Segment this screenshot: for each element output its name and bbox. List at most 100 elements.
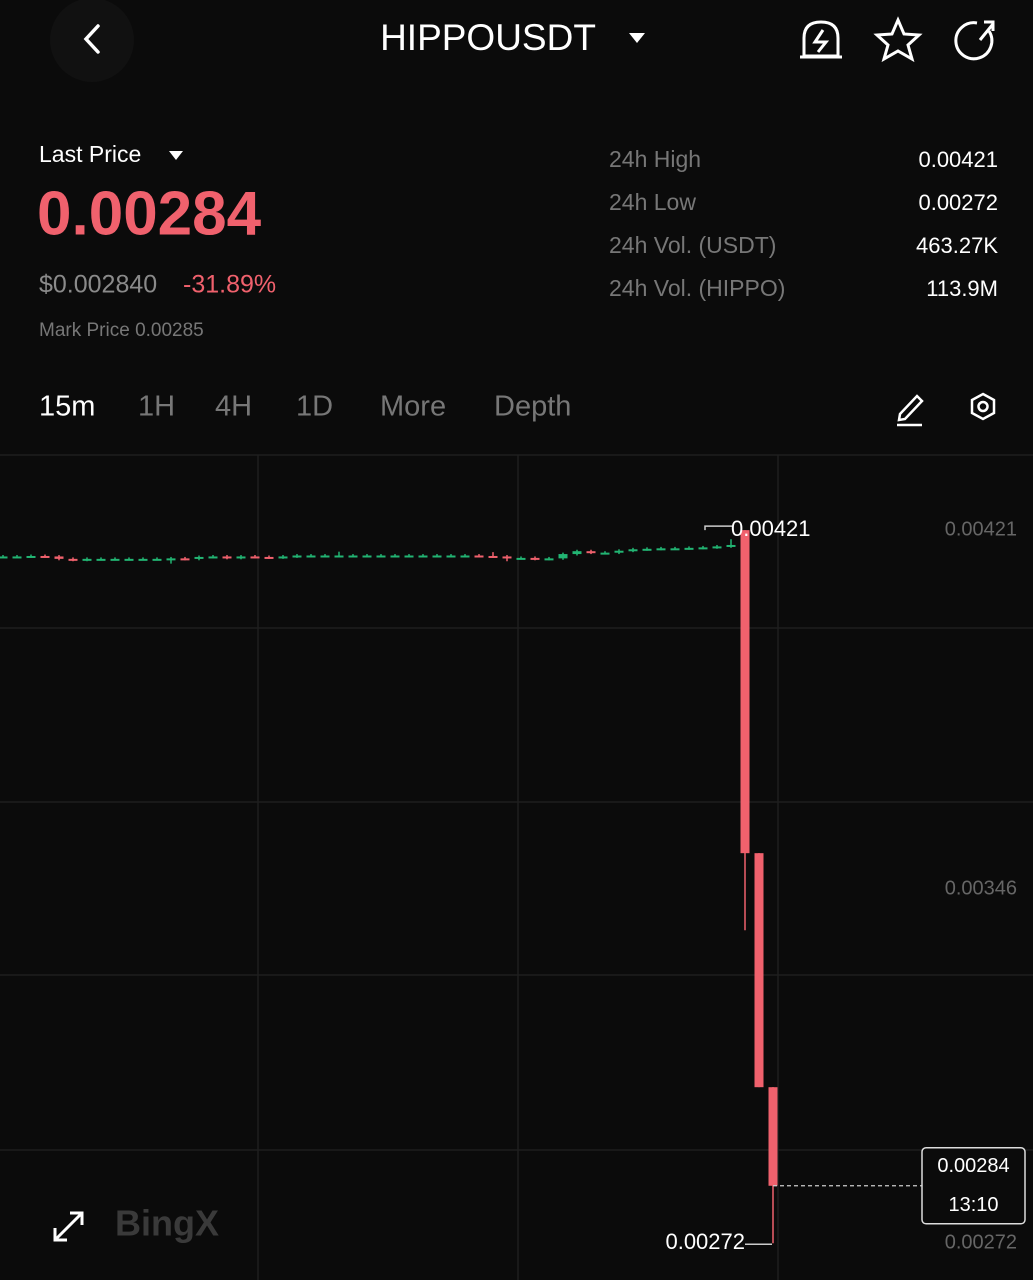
candle-body	[712, 546, 722, 549]
candle-body	[544, 558, 554, 561]
chart-grid	[0, 454, 1033, 1280]
candle-body	[404, 555, 414, 558]
candle-body	[82, 558, 92, 561]
candle-body	[138, 558, 148, 561]
candle-body	[180, 558, 190, 561]
interval-tab[interactable]: Depth	[494, 391, 571, 423]
last-price-label[interactable]: Last Price	[39, 141, 141, 167]
interval-tab[interactable]: 4H	[215, 391, 252, 423]
candle-body	[278, 556, 288, 559]
last-price-box	[921, 1147, 1026, 1225]
y-tick-label: 0.00421	[945, 518, 1017, 540]
price-change: -31.89%	[183, 271, 276, 299]
candle-body	[26, 555, 36, 558]
draw-icon[interactable]	[897, 394, 924, 427]
alert-icon[interactable]	[800, 20, 842, 59]
high-marker	[704, 525, 732, 531]
candle-body	[264, 556, 274, 559]
stat-label: 24h Low	[609, 189, 696, 215]
candlestick-chart: 0.00421 0.00346 0.00272 0.00421 0.00272 0.002…	[0, 516, 1026, 1254]
candle-body	[754, 853, 764, 1088]
stat-label: 24h Vol. (HIPPO)	[609, 275, 785, 301]
favorite-icon[interactable]	[873, 16, 923, 63]
candle-body	[460, 555, 470, 558]
candle-body	[54, 556, 64, 559]
candle-body	[502, 556, 512, 559]
watermark: BingX	[115, 1203, 219, 1244]
candle-body	[250, 556, 260, 559]
candle-body	[0, 556, 8, 559]
interval-tab[interactable]: 1H	[138, 391, 175, 423]
candle-body	[488, 555, 498, 558]
candle-body	[12, 556, 22, 559]
candle-body	[306, 555, 316, 558]
last-price-tag: 0.00284	[937, 1155, 1009, 1177]
candle-body	[684, 547, 694, 550]
share-icon[interactable]	[954, 20, 995, 61]
stat-value: 113.9M	[926, 276, 998, 301]
candle-body	[124, 558, 134, 561]
pair-title[interactable]: HIPPOUSDT	[380, 17, 596, 58]
candle-body	[656, 548, 666, 551]
interval-tab[interactable]: 1D	[296, 391, 333, 423]
candle-body	[40, 555, 50, 558]
candle-body	[68, 558, 78, 561]
candle-body	[418, 555, 428, 558]
stat-value: 0.00421	[918, 147, 998, 172]
y-tick-label: 0.00272	[945, 1231, 1017, 1253]
candle-body	[768, 1087, 778, 1186]
candle-body	[110, 558, 120, 561]
candle-body	[726, 544, 736, 547]
candle-body	[152, 558, 162, 561]
candle-body	[292, 555, 302, 558]
candle-body	[628, 549, 638, 552]
low-label: 0.00272	[665, 1229, 745, 1254]
countdown: 13:10	[948, 1194, 998, 1216]
candle-body	[362, 555, 372, 558]
candle-body	[348, 555, 358, 558]
candle-body	[208, 556, 218, 559]
candle-body	[740, 530, 750, 854]
stat-label: 24h High	[609, 146, 701, 172]
candle-body	[320, 555, 330, 558]
stats: 24h High 0.00421 24h Low 0.00272 24h Vol. (U…	[609, 146, 998, 301]
y-tick-label: 0.00346	[945, 877, 1017, 899]
candle-body	[236, 556, 246, 559]
candle-body	[586, 551, 596, 554]
high-label: 0.00421	[731, 516, 811, 541]
candle-body	[194, 556, 204, 559]
candle-body	[432, 555, 442, 558]
candle-body	[600, 552, 610, 555]
candle-body	[516, 557, 526, 560]
candle-body	[166, 558, 176, 561]
last-price-dropdown[interactable]	[169, 151, 183, 160]
candle-body	[446, 555, 456, 558]
candle-body	[222, 556, 232, 559]
stat-value: 463.27K	[916, 233, 998, 258]
mark-price: Mark Price 0.00285	[39, 320, 204, 341]
stat-label: 24h Vol. (USDT)	[609, 232, 776, 258]
candle-body	[376, 555, 386, 558]
candle-body	[558, 554, 568, 559]
stat-value: 0.00272	[918, 190, 998, 215]
settings-icon[interactable]	[970, 392, 996, 421]
interval-tab[interactable]: More	[380, 391, 446, 423]
candle-body	[96, 558, 106, 561]
dropdown-icon[interactable]	[629, 33, 645, 43]
back-icon[interactable]	[83, 24, 100, 54]
back-button-bg[interactable]	[50, 0, 134, 82]
fullscreen-icon[interactable]	[53, 1211, 84, 1242]
interval-tabs: 15m 1H 4H 1D More Depth	[39, 391, 571, 423]
candle-body	[390, 555, 400, 558]
candle-body	[642, 548, 652, 551]
interval-tab[interactable]: 15m	[39, 391, 95, 423]
candle-body	[530, 557, 540, 560]
candle-body	[572, 551, 582, 555]
usd-price: $0.002840	[39, 271, 157, 299]
candle-body	[334, 555, 344, 558]
candle-body	[670, 548, 680, 551]
candle-body	[614, 550, 624, 553]
